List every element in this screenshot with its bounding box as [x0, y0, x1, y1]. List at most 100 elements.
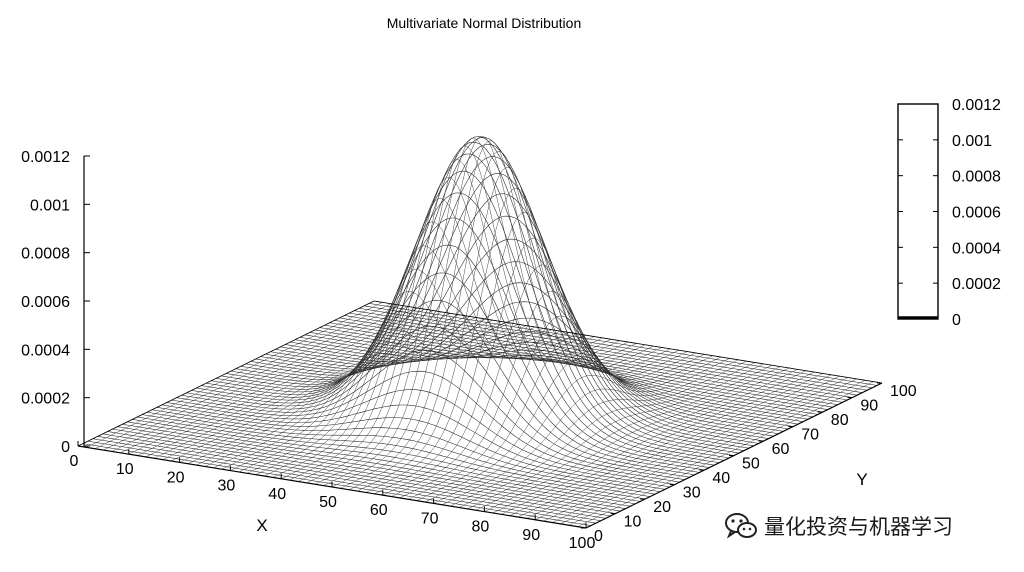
axes: [77, 156, 883, 529]
mesh-line-y: [245, 173, 754, 447]
y-tick-label: 40: [712, 470, 730, 487]
z-tick-label: 0.0006: [21, 294, 70, 311]
mesh-line-x: [492, 367, 789, 514]
z-tick-label: 0: [61, 439, 70, 456]
mesh-line-x: [441, 359, 739, 505]
colorbox-tick-label: 0.0012: [952, 97, 1001, 114]
mesh-line-x: [162, 314, 459, 460]
mesh-line-x: [382, 237, 679, 496]
base-edge-back: [373, 300, 883, 384]
mesh-line-x: [560, 378, 857, 525]
x-tick-label: 40: [268, 486, 286, 503]
mesh-line-x: [255, 291, 552, 475]
colorbox-tick-label: 0.001: [952, 133, 992, 150]
mesh-line-x: [408, 315, 705, 500]
mesh-line-x: [128, 308, 425, 455]
z-tick-label: 0.0002: [21, 391, 70, 408]
mesh-line-x: [450, 360, 747, 507]
mesh-line-x: [391, 264, 688, 497]
colorbox-tick-label: 0.0004: [952, 240, 1001, 257]
mesh-line-x: [103, 304, 400, 451]
base-edge-left: [77, 300, 375, 447]
mesh-line-x: [86, 302, 383, 448]
mesh-line-x: [399, 290, 696, 499]
mesh-line-x: [331, 136, 629, 488]
x-tick-label: 100: [569, 535, 596, 552]
mesh-line-x: [314, 145, 612, 485]
mesh-line-x: [204, 321, 502, 467]
mesh-line-x: [187, 318, 485, 464]
y-tick-label: 0: [594, 528, 603, 545]
colorbox: 0.0012 0.001 0.0008 0.0006 0.0004 0.0002 0: [897, 97, 1001, 329]
x-tick-label: 60: [370, 502, 388, 519]
mesh-line-x: [501, 369, 798, 515]
mesh-line-x: [526, 373, 823, 519]
watermark: 量化投资与机器学习: [724, 508, 953, 544]
mesh-line-x: [543, 375, 840, 522]
surface-mesh: [77, 136, 883, 529]
mesh-line-x: [340, 140, 637, 489]
x-tick-label: 20: [167, 469, 185, 486]
mesh-line-x: [221, 324, 519, 470]
colorbox-tick-label: 0.0008: [952, 169, 1001, 186]
y-tick-label: 90: [860, 398, 878, 415]
colorbox-tick-label: 0: [952, 312, 961, 329]
z-tick-label: 0.0004: [21, 342, 70, 359]
mesh-line-x: [145, 311, 442, 458]
x-tick-label: 90: [522, 527, 540, 544]
x-tick-label: 10: [116, 461, 134, 478]
mesh-line-x: [111, 306, 408, 452]
mesh-line-x: [323, 137, 620, 486]
mesh-line-x: [467, 363, 764, 510]
mesh-line-y: [230, 137, 739, 454]
y-axis-label: Y: [856, 470, 867, 489]
mesh-line-x: [154, 313, 451, 459]
y-tick-label: 60: [772, 441, 790, 458]
mesh-line-y: [280, 317, 789, 430]
mesh-line-x: [416, 338, 713, 501]
mesh-line-x: [518, 371, 815, 518]
mesh-line-y: [171, 370, 680, 483]
mesh-line-x: [568, 380, 866, 526]
y-tick-label: 80: [831, 412, 849, 429]
mesh-line-x: [458, 362, 756, 508]
mesh-line-x: [281, 221, 578, 480]
wechat-icon: [725, 513, 757, 539]
mesh-line-x: [137, 310, 434, 456]
x-tick-label: 70: [421, 510, 439, 527]
mesh-line-x: [94, 303, 392, 449]
colorbox-frame: [897, 103, 939, 320]
x-tick-label: 0: [70, 453, 79, 470]
colorbox-tick-label: 0.0006: [952, 205, 1001, 222]
z-tick-label: 0.0008: [21, 246, 70, 263]
chart-title: Multivariate Normal Distribution: [387, 15, 582, 31]
mesh-line-x: [247, 310, 544, 474]
y-tick-label: 20: [653, 499, 671, 516]
z-tick-label: 0.0012: [21, 149, 70, 166]
mesh-line-x: [433, 358, 730, 504]
mesh-line-x: [120, 307, 417, 454]
mesh-line-x: [298, 176, 595, 482]
mesh-line-x: [577, 381, 874, 527]
colorbox-tick-label: 0.0002: [952, 276, 1001, 293]
mesh-line-x: [230, 325, 527, 471]
mesh-line-x: [509, 370, 806, 516]
mesh-line-x: [238, 326, 535, 473]
x-axis-label: X: [256, 516, 267, 535]
mesh-line-x: [425, 356, 722, 503]
mesh-line-x: [535, 374, 832, 521]
mesh-line-x: [179, 317, 476, 463]
mesh-line-x: [264, 269, 561, 477]
mesh-line-x: [374, 211, 671, 495]
mesh-line-x: [475, 365, 773, 511]
mesh-line-x: [365, 187, 662, 493]
mesh-line-x: [484, 366, 781, 512]
y-tick-label: 30: [683, 485, 701, 502]
y-tick-label: 10: [624, 514, 642, 531]
watermark-text: 量化投资与机器学习: [764, 515, 953, 539]
z-tick-label: 0.001: [30, 197, 70, 214]
y-tick-label: 70: [801, 427, 819, 444]
y-tick-label: 50: [742, 456, 760, 473]
